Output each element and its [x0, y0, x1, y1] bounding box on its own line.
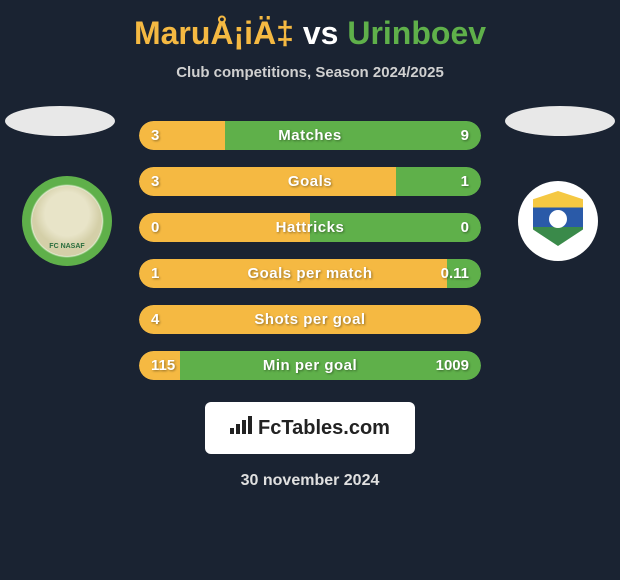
- team-logo-right: [518, 181, 598, 261]
- stat-bar: 1151009Min per goal: [139, 351, 481, 380]
- stat-bar: 31Goals: [139, 167, 481, 196]
- team-logo-right-inner: [528, 191, 588, 251]
- brand-text: FcTables.com: [258, 417, 390, 440]
- stat-bar: 10.11Goals per match: [139, 259, 481, 288]
- player-photo-right: [505, 106, 615, 136]
- player-photo-left: [5, 106, 115, 136]
- comparison-card: MaruÅ¡iÄ‡ vs Urinboev Club competitions,…: [0, 0, 620, 500]
- stat-label: Hattricks: [139, 219, 481, 236]
- player-name-right: Urinboev: [347, 15, 486, 51]
- team-logo-left-inner: FC NASAF: [32, 186, 102, 256]
- stat-label: Min per goal: [139, 357, 481, 374]
- subtitle: Club competitions, Season 2024/2025: [176, 64, 444, 81]
- player-name-left: MaruÅ¡iÄ‡: [134, 15, 294, 51]
- shield-icon: [533, 191, 583, 246]
- vs-separator: vs: [303, 15, 339, 51]
- chart-icon: [230, 416, 252, 440]
- brand-badge: FcTables.com: [205, 402, 415, 454]
- stat-label: Goals per match: [139, 265, 481, 282]
- stat-bar: 39Matches: [139, 121, 481, 150]
- stat-bars: 39Matches 31Goals 00Hattricks 10.11Goals pe…: [139, 121, 481, 380]
- stat-label: Matches: [139, 127, 481, 144]
- team-logo-left-text: FC NASAF: [32, 243, 102, 250]
- stat-bar: 4Shots per goal: [139, 305, 481, 334]
- stats-area: FC NASAF 39Matches 31Goals 00Hattricks 10.1…: [0, 121, 620, 380]
- stat-label: Goals: [139, 173, 481, 190]
- stat-bar: 00Hattricks: [139, 213, 481, 242]
- page-title: MaruÅ¡iÄ‡ vs Urinboev: [134, 15, 486, 52]
- stat-label: Shots per goal: [139, 311, 481, 328]
- team-logo-left: FC NASAF: [22, 176, 112, 266]
- date-text: 30 november 2024: [241, 472, 380, 490]
